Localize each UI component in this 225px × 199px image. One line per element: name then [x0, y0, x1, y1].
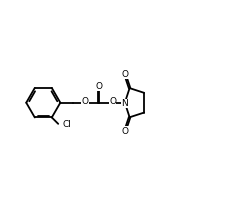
- Text: Cl: Cl: [63, 120, 72, 129]
- Text: N: N: [122, 99, 128, 108]
- Text: O: O: [122, 70, 128, 79]
- Text: O: O: [95, 82, 102, 91]
- Text: O: O: [109, 97, 116, 106]
- Text: O: O: [81, 97, 88, 106]
- Text: O: O: [122, 127, 128, 136]
